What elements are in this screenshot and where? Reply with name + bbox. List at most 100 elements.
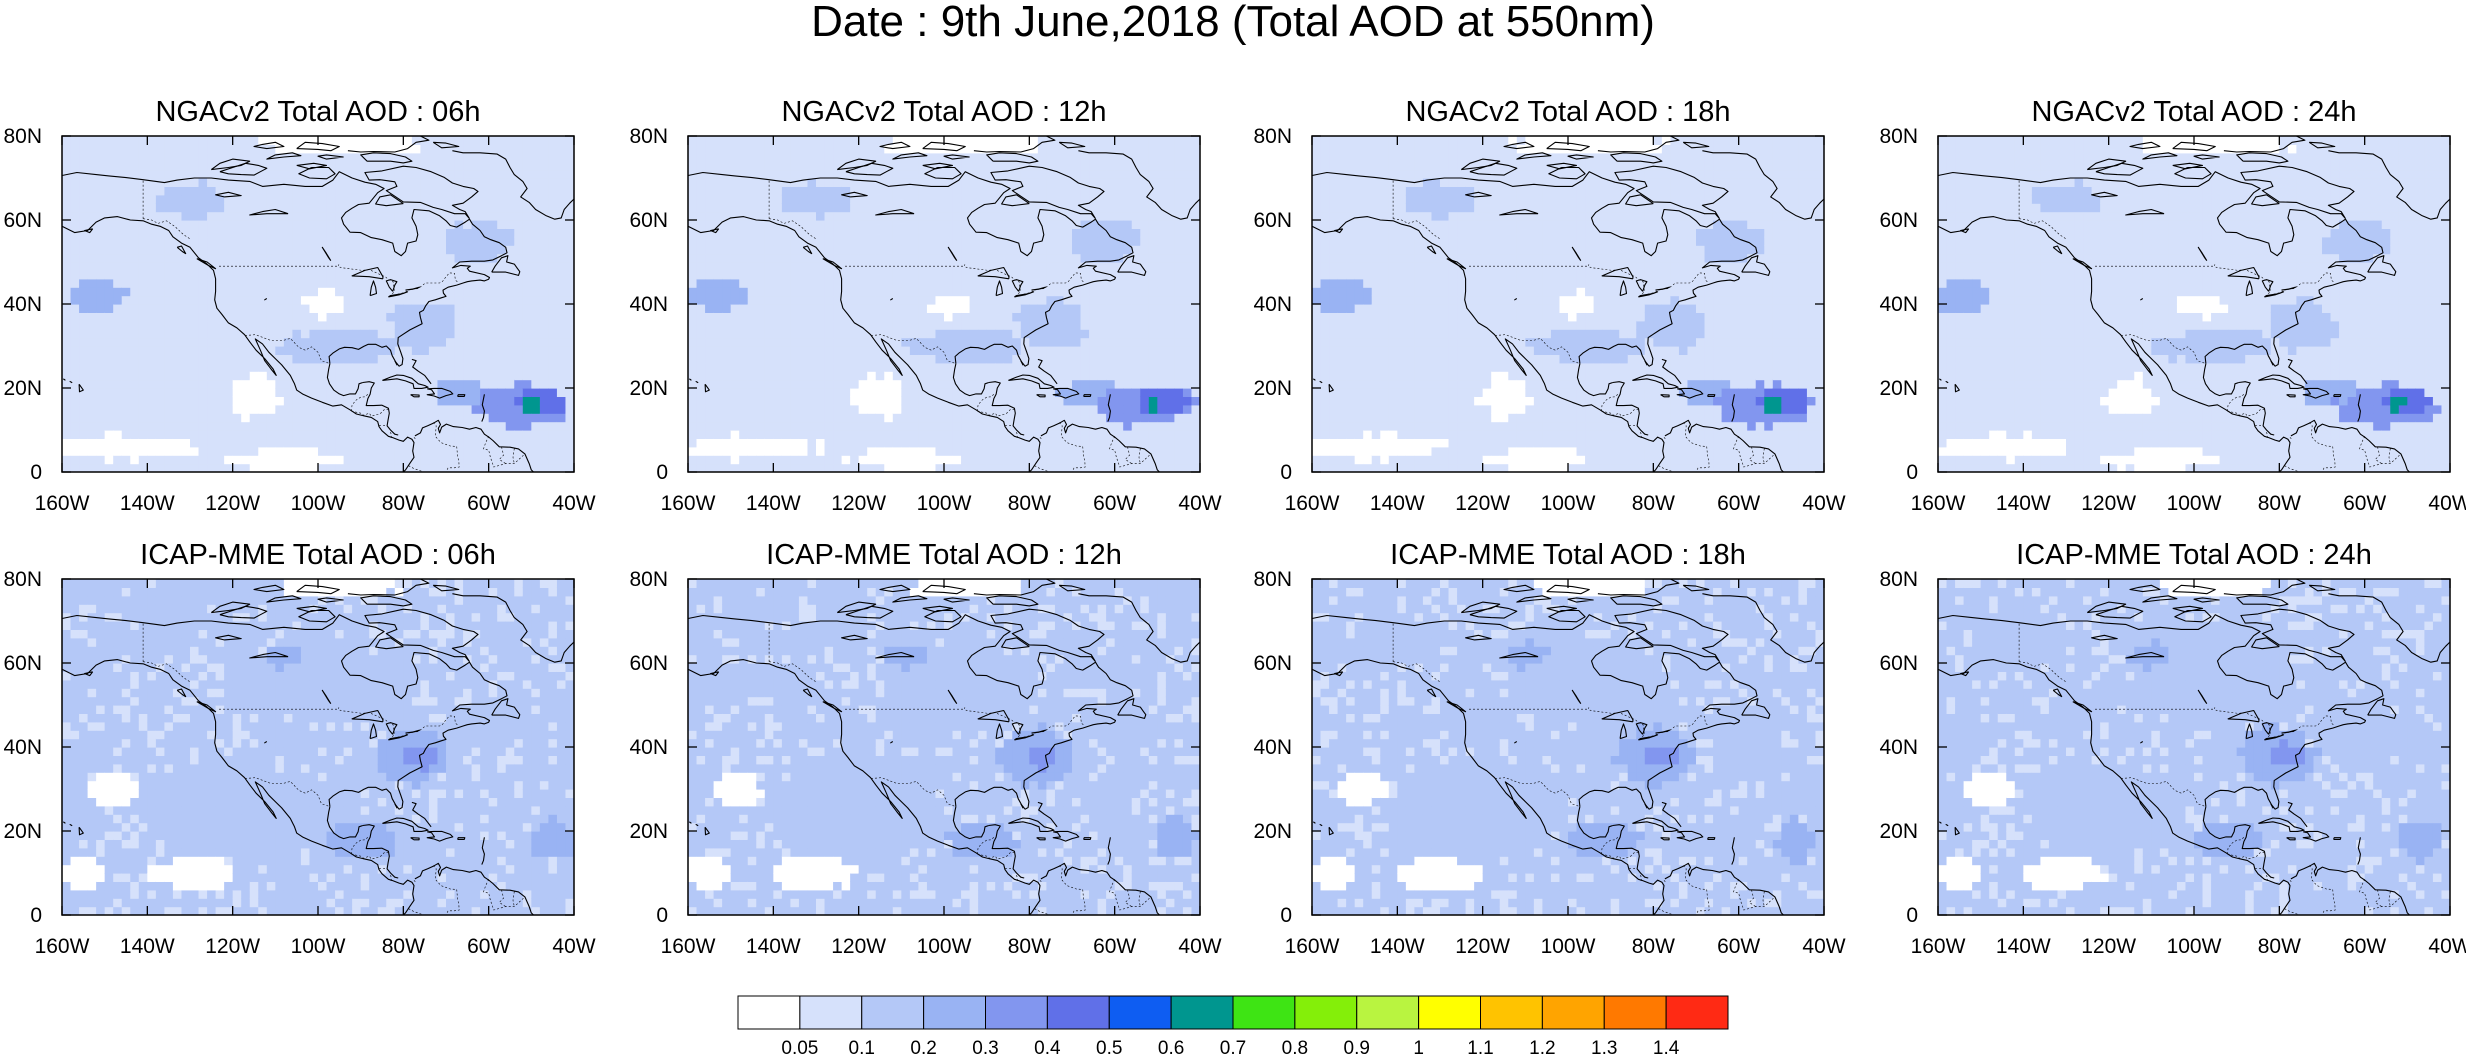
lon-tick-label: 80W: [1632, 935, 1675, 958]
lon-tick-label: 160W: [661, 492, 716, 515]
lon-tick-label: 120W: [831, 492, 886, 515]
colorbar-swatch: [1480, 995, 1543, 1030]
aod-field: [1938, 136, 2450, 472]
map-outlines: [1312, 579, 1824, 915]
colorbar-swatch: [1170, 995, 1234, 1030]
colorbar-label: 1.1: [1467, 1038, 1493, 1056]
lat-tick-label: 80N: [1879, 125, 1918, 148]
aod-field: [688, 579, 1200, 915]
lat-tick-label: 20N: [1253, 820, 1292, 843]
lon-tick-label: 60W: [467, 935, 510, 958]
lon-tick-label: 160W: [35, 935, 90, 958]
lon-tick-label: 60W: [2343, 935, 2386, 958]
lat-tick-label: 80N: [1253, 568, 1292, 591]
lon-tick-label: 100W: [1541, 492, 1596, 515]
lon-tick-label: 40W: [1178, 935, 1221, 958]
lon-tick-label: 140W: [120, 935, 175, 958]
map-panel-5: ICAP-MME Total AOD : 06h 160W 140W 120W 100W…: [3, 539, 595, 958]
lat-tick-label: 0: [1906, 461, 1918, 484]
colorbar-swatch: [1418, 995, 1481, 1030]
panel-title: ICAP-MME Total AOD : 18h: [1390, 539, 1746, 571]
panel-title: ICAP-MME Total AOD : 24h: [2016, 539, 2372, 571]
colorbar-swatch: [1294, 995, 1358, 1030]
lon-tick-label: 80W: [1008, 935, 1051, 958]
lon-tick-label: 40W: [1178, 492, 1221, 515]
lat-tick-label: 80N: [3, 125, 42, 148]
lat-tick-label: 60N: [3, 652, 42, 675]
lat-tick-label: 40N: [3, 293, 42, 316]
lon-tick-label: 140W: [1370, 935, 1425, 958]
lon-tick-label: 40W: [2428, 492, 2466, 515]
map-panel-4: NGACv2 Total AOD : 24h 160W 140W 120W 100W 80…: [1879, 96, 2466, 515]
lat-tick-label: 80N: [1253, 125, 1292, 148]
lat-tick-label: 0: [1906, 904, 1918, 927]
lon-tick-label: 40W: [2428, 935, 2466, 958]
lat-tick-label: 20N: [1879, 820, 1918, 843]
colorbar-label: 0.6: [1158, 1038, 1184, 1056]
lon-tick-label: 80W: [1632, 492, 1675, 515]
colorbar-label: 1.2: [1529, 1038, 1555, 1056]
lon-tick-label: 140W: [746, 935, 801, 958]
aod-field: [688, 136, 1200, 472]
lat-tick-label: 80N: [1879, 568, 1918, 591]
lat-tick-label: 0: [1280, 461, 1292, 484]
lon-tick-label: 160W: [1911, 935, 1966, 958]
lat-tick-label: 80N: [3, 568, 42, 591]
lon-tick-label: 140W: [120, 492, 175, 515]
map-outlines: [688, 136, 1200, 472]
colorbar-swatch: [1541, 995, 1605, 1030]
aod-field: [62, 136, 574, 472]
lon-tick-label: 40W: [1802, 492, 1845, 515]
map-panel-1: NGACv2 Total AOD : 06h 160W 140W 120W 100W 80…: [3, 96, 595, 515]
map-panel-6: ICAP-MME Total AOD : 12h 160W 140W 120W 100W…: [629, 539, 1221, 958]
lat-tick-label: 20N: [629, 377, 668, 400]
map-outlines: [688, 579, 1200, 915]
lon-tick-label: 100W: [2167, 492, 2222, 515]
colorbar-label: 0.2: [910, 1038, 936, 1056]
colorbar-swatch: [1356, 995, 1420, 1030]
lon-tick-label: 120W: [205, 935, 260, 958]
colorbar: 0.05 0.1 0.2 0.3 0.4 0.5 0.6 0.7 0.8 0.9 1 1.1 1.2 1.…: [737, 995, 1729, 1056]
lon-tick-label: 120W: [2081, 492, 2136, 515]
lon-tick-label: 60W: [1717, 935, 1760, 958]
map-panel-3: NGACv2 Total AOD : 18h 160W 140W 120W 100W 80…: [1253, 96, 1845, 515]
lon-tick-label: 80W: [382, 935, 425, 958]
colorbar-label: 0.3: [972, 1038, 998, 1056]
colorbar-swatch: [923, 995, 986, 1030]
lon-tick-label: 140W: [1996, 935, 2051, 958]
lon-tick-label: 60W: [1093, 492, 1136, 515]
colorbar-swatch: [737, 995, 801, 1030]
figure-title: Date : 9th June,2018 (Total AOD at 550nm…: [0, 0, 2466, 44]
lat-tick-label: 40N: [3, 736, 42, 759]
aod-field: [1938, 579, 2450, 915]
lon-tick-label: 80W: [2258, 935, 2301, 958]
lat-tick-label: 0: [30, 904, 42, 927]
colorbar-swatch: [861, 995, 925, 1030]
lon-tick-label: 60W: [467, 492, 510, 515]
lon-tick-label: 80W: [2258, 492, 2301, 515]
colorbar-swatch: [1603, 995, 1667, 1030]
lon-tick-label: 120W: [1455, 492, 1510, 515]
colorbar-label: 0.9: [1344, 1038, 1370, 1056]
colorbar-label: 1: [1413, 1038, 1424, 1056]
colorbar-swatch: [1108, 995, 1172, 1030]
lat-tick-label: 40N: [1879, 293, 1918, 316]
lon-tick-label: 60W: [1093, 935, 1136, 958]
colorbar-label: 0.5: [1096, 1038, 1122, 1056]
lat-tick-label: 40N: [1879, 736, 1918, 759]
lat-tick-label: 40N: [629, 293, 668, 316]
colorbar-label: 0.05: [781, 1038, 818, 1056]
colorbar-swatch: [1046, 995, 1110, 1030]
lon-tick-label: 100W: [291, 492, 346, 515]
lon-tick-label: 160W: [661, 935, 716, 958]
colorbar-label: 0.8: [1282, 1038, 1308, 1056]
lat-tick-label: 60N: [1253, 209, 1292, 232]
colorbar-swatch: [1232, 995, 1296, 1030]
map-panel-2: NGACv2 Total AOD : 12h 160W 140W 120W 100W 80…: [629, 96, 1221, 515]
lon-tick-label: 80W: [1008, 492, 1051, 515]
panel-title: NGACv2 Total AOD : 18h: [1405, 96, 1730, 128]
map-outlines: [62, 579, 574, 915]
panel-title: NGACv2 Total AOD : 24h: [2031, 96, 2356, 128]
lat-tick-label: 40N: [1253, 736, 1292, 759]
aod-field: [62, 579, 574, 915]
